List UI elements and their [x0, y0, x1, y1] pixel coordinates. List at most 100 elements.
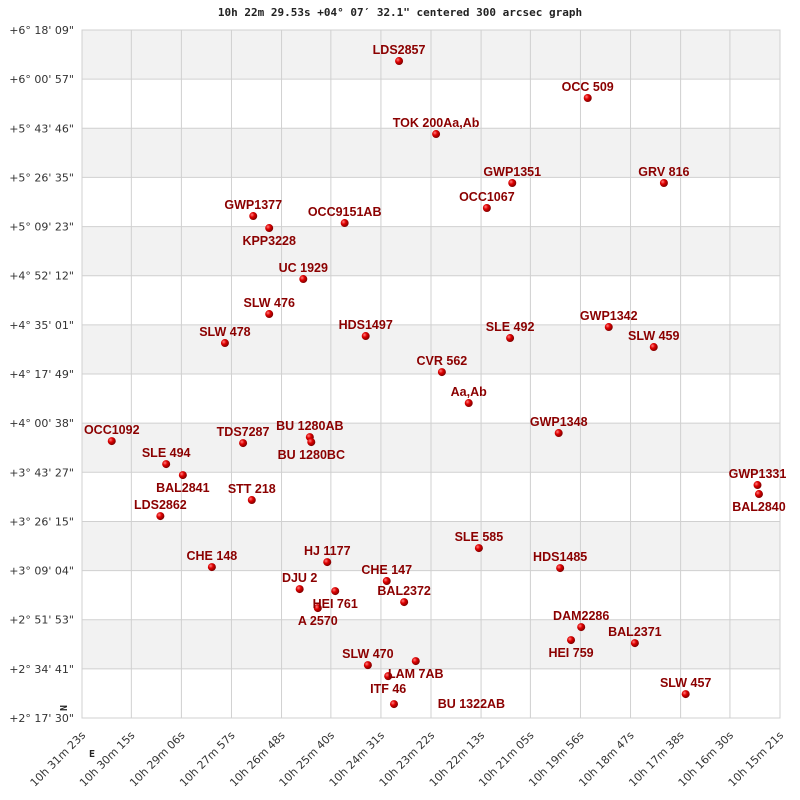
star-marker	[681, 690, 690, 699]
y-tick-label: +2° 34' 41"	[9, 663, 74, 676]
star-label: BAL2372	[377, 584, 431, 598]
star-label: SLW 459	[628, 329, 679, 343]
star-marker	[474, 544, 483, 553]
y-tick-label: +5° 26' 35"	[9, 171, 74, 184]
star-marker	[340, 219, 349, 228]
star-marker	[313, 604, 322, 613]
star-label: CVR 562	[417, 354, 468, 368]
star-marker	[659, 179, 668, 188]
star-label: GRV 816	[638, 165, 689, 179]
star-marker	[395, 57, 404, 66]
star-label: HEI 761	[313, 597, 358, 611]
star-marker	[400, 598, 409, 607]
star-marker	[437, 368, 446, 377]
star-label: SLE 585	[455, 530, 504, 544]
star-marker	[295, 585, 304, 594]
star-marker	[107, 437, 116, 446]
star-marker	[265, 310, 274, 319]
star-label: SLW 476	[243, 296, 294, 310]
star-label: SLW 470	[342, 647, 393, 661]
y-tick-label: +3° 26' 15"	[9, 515, 74, 528]
plot-border	[81, 29, 781, 719]
y-tick-label: +4° 00' 38"	[9, 417, 74, 430]
star-label: BU 1280BC	[278, 448, 345, 462]
star-label: CHE 147	[361, 563, 412, 577]
y-tick-label: +3° 43' 27"	[9, 466, 74, 479]
star-label: SLW 457	[660, 676, 711, 690]
star-marker	[556, 564, 565, 573]
star-marker	[207, 563, 216, 572]
star-marker	[567, 636, 576, 645]
star-label: GWP1331	[729, 467, 787, 481]
star-marker	[323, 558, 332, 567]
y-tick-label: +3° 09' 04"	[9, 565, 74, 578]
star-label: SLW 478	[199, 325, 250, 339]
star-marker	[162, 460, 171, 469]
star-label: GWP1351	[483, 165, 541, 179]
star-marker	[649, 343, 658, 352]
star-marker	[464, 399, 473, 408]
star-label: OCC 509	[562, 80, 614, 94]
star-marker	[382, 577, 391, 586]
star-label: A 2570	[298, 614, 338, 628]
star-marker	[753, 481, 762, 490]
star-label: UC 1929	[279, 261, 328, 275]
chart-title: 10h 22m 29.53s +04° 07′ 32.1" centered 3…	[217, 6, 583, 19]
star-label: Aa,Ab	[451, 385, 487, 399]
star-label: SLE 492	[486, 320, 535, 334]
star-label: HJ 1177	[304, 544, 351, 558]
star-label: BU 1322AB	[438, 697, 505, 711]
star-label: BU 1280AB	[276, 419, 343, 433]
y-tick-label: +2° 51' 53"	[9, 614, 74, 627]
star-label: GWP1348	[530, 415, 588, 429]
star-label: LDS2862	[134, 498, 187, 512]
star-marker	[299, 275, 308, 284]
star-marker	[411, 657, 420, 666]
star-label: TDS7287	[217, 425, 270, 439]
star-marker	[265, 224, 274, 233]
star-marker	[482, 204, 491, 213]
star-label: BAL2841	[156, 481, 210, 495]
star-label: SLE 494	[142, 446, 191, 460]
star-marker	[754, 490, 763, 499]
star-marker	[363, 661, 372, 670]
y-tick-label: +4° 35' 01"	[9, 319, 74, 332]
star-marker	[239, 439, 248, 448]
star-marker	[604, 323, 613, 332]
star-label: STT 218	[228, 482, 276, 496]
star-label: ITF 46	[370, 682, 406, 696]
star-marker	[554, 429, 563, 438]
star-marker	[389, 700, 398, 709]
star-marker	[307, 438, 316, 447]
star-label: DJU 2	[282, 571, 317, 585]
star-marker	[384, 672, 393, 681]
star-label: OCC1067	[459, 190, 515, 204]
star-label: LAM 7AB	[388, 667, 444, 681]
y-tick-label: +6° 00' 57"	[9, 73, 74, 86]
star-label: LDS2857	[373, 43, 426, 57]
star-label: HEI 759	[548, 646, 593, 660]
y-tick-label: +6° 18' 09"	[9, 24, 74, 37]
star-label: HDS1485	[533, 550, 587, 564]
y-tick-label: +4° 17' 49"	[9, 368, 74, 381]
star-marker	[361, 332, 370, 341]
star-marker	[432, 130, 441, 139]
star-marker	[331, 587, 340, 596]
star-label: HDS1497	[339, 318, 393, 332]
star-label: BAL2840	[732, 500, 786, 514]
star-label: OCC9151AB	[308, 205, 382, 219]
compass-north-label: N	[57, 705, 68, 711]
star-marker	[577, 623, 586, 632]
star-label: OCC1092	[84, 423, 140, 437]
star-marker	[247, 496, 256, 505]
star-marker	[178, 471, 187, 480]
y-tick-label: +2° 17' 30"	[9, 712, 74, 725]
star-label: GWP1377	[224, 198, 282, 212]
star-marker	[156, 512, 165, 521]
y-tick-label: +5° 43' 46"	[9, 122, 74, 135]
compass-east-label: E	[89, 749, 95, 760]
star-marker	[630, 639, 639, 648]
star-label: KPP3228	[242, 234, 296, 248]
star-label: TOK 200Aa,Ab	[393, 116, 480, 130]
